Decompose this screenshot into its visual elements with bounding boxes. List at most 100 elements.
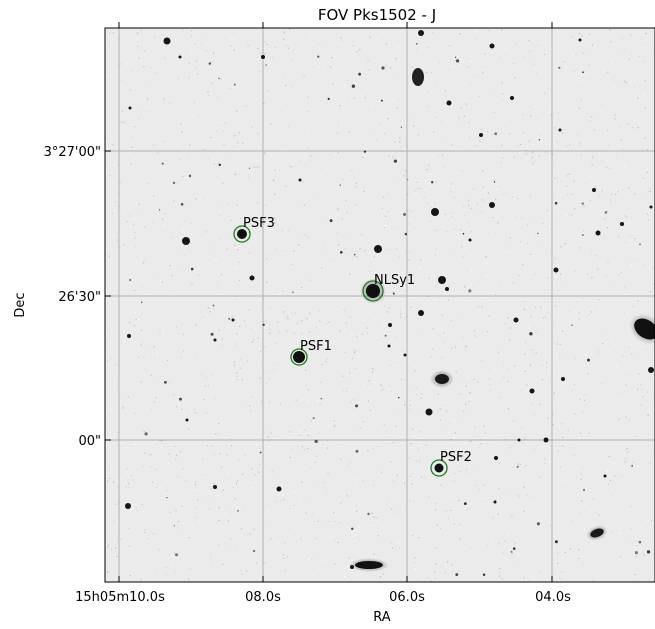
noise-pixel: [498, 575, 500, 577]
noise-pixel: [639, 273, 641, 275]
noise-pixel: [180, 123, 182, 125]
noise-pixel: [311, 175, 313, 177]
noise-pixel: [634, 574, 636, 576]
noise-pixel: [409, 251, 411, 253]
faint-star: [639, 243, 641, 246]
noise-pixel: [395, 57, 397, 60]
noise-pixel: [303, 76, 305, 78]
noise-pixel: [213, 245, 215, 247]
noise-pixel: [626, 433, 628, 435]
noise-pixel: [183, 497, 185, 499]
noise-pixel: [566, 185, 568, 187]
noise-pixel: [547, 417, 549, 419]
galaxy: [355, 561, 383, 569]
noise-pixel: [387, 117, 389, 120]
noise-pixel: [234, 173, 236, 176]
noise-pixel: [193, 177, 195, 179]
noise-pixel: [168, 382, 170, 384]
noise-pixel: [346, 387, 348, 390]
noise-pixel: [177, 476, 179, 478]
noise-pixel: [557, 562, 559, 564]
noise-pixel: [587, 373, 589, 375]
noise-pixel: [150, 466, 152, 468]
noise-pixel: [644, 107, 646, 109]
noise-pixel: [344, 309, 346, 311]
noise-pixel: [523, 381, 525, 383]
noise-pixel: [142, 184, 144, 186]
noise-pixel: [409, 360, 411, 362]
noise-pixel: [226, 248, 228, 250]
noise-pixel: [557, 119, 560, 121]
noise-pixel: [574, 357, 577, 360]
noise-pixel: [579, 247, 581, 249]
noise-pixel: [283, 498, 285, 501]
noise-pixel: [516, 145, 518, 147]
noise-pixel: [459, 393, 461, 395]
noise-pixel: [301, 481, 303, 483]
noise-pixel: [298, 244, 300, 246]
noise-pixel: [111, 505, 113, 507]
noise-pixel: [549, 61, 551, 63]
noise-pixel: [203, 517, 205, 519]
noise-pixel: [121, 331, 123, 333]
noise-pixel: [485, 322, 488, 324]
noise-pixel: [611, 471, 613, 473]
noise-pixel: [175, 406, 177, 408]
noise-pixel: [448, 69, 450, 71]
noise-pixel: [237, 267, 239, 269]
noise-pixel: [334, 563, 336, 565]
noise-pixel: [376, 139, 378, 141]
noise-pixel: [564, 203, 566, 205]
noise-pixel: [485, 143, 488, 145]
noise-pixel: [143, 259, 146, 261]
noise-pixel: [524, 554, 526, 557]
noise-pixel: [213, 163, 215, 165]
noise-pixel: [603, 519, 605, 521]
noise-pixel: [360, 68, 362, 70]
noise-pixel: [289, 431, 291, 433]
noise-pixel: [436, 524, 438, 526]
noise-pixel: [454, 472, 456, 474]
noise-pixel: [540, 128, 542, 130]
noise-pixel: [295, 418, 297, 421]
noise-pixel: [625, 81, 627, 84]
noise-pixel: [374, 125, 377, 127]
noise-pixel: [193, 101, 196, 104]
noise-pixel: [459, 470, 461, 473]
noise-pixel: [259, 70, 261, 72]
galaxy: [412, 68, 424, 86]
noise-pixel: [520, 121, 522, 123]
noise-pixel: [120, 538, 122, 540]
source-psf1-star: [293, 351, 305, 363]
noise-pixel: [233, 361, 235, 363]
noise-pixel: [372, 448, 374, 450]
noise-pixel: [418, 537, 420, 539]
noise-pixel: [416, 181, 418, 183]
noise-pixel: [356, 51, 358, 53]
noise-pixel: [581, 500, 583, 502]
noise-pixel: [571, 519, 573, 521]
noise-pixel: [541, 334, 543, 336]
noise-pixel: [438, 301, 440, 303]
noise-pixel: [133, 466, 135, 468]
noise-pixel: [561, 180, 563, 182]
noise-pixel: [388, 251, 390, 253]
noise-pixel: [636, 259, 639, 262]
galaxies: [349, 68, 655, 572]
noise-pixel: [598, 299, 600, 301]
noise-pixel: [156, 443, 158, 445]
noise-pixel: [618, 418, 620, 420]
noise-pixel: [240, 528, 243, 530]
noise-pixel: [595, 254, 597, 257]
noise-pixel: [204, 453, 206, 455]
noise-pixel: [222, 130, 224, 132]
noise-pixel: [230, 438, 232, 440]
noise-pixel: [358, 526, 360, 528]
noise-pixel: [356, 252, 358, 254]
noise-pixel: [265, 428, 267, 430]
noise-pixel: [234, 335, 236, 337]
noise-pixel: [607, 483, 610, 485]
noise-pixel: [208, 404, 210, 406]
noise-pixel: [433, 571, 436, 573]
noise-pixel: [387, 211, 389, 213]
